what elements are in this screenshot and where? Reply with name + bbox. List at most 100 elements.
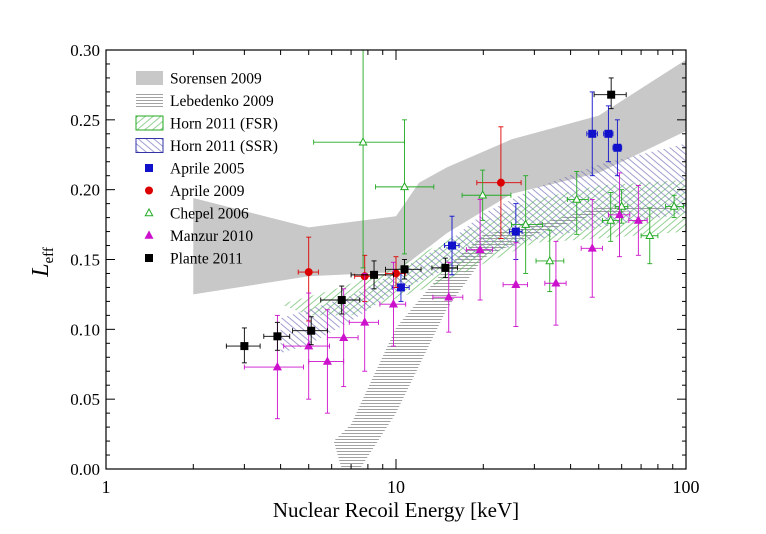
legend-entry-sorensen-2009: Sorensen 2009 — [136, 71, 262, 88]
data-point — [476, 126, 522, 240]
legend-swatch — [135, 138, 164, 153]
legend-marker — [145, 186, 153, 195]
data-point — [292, 316, 328, 346]
legend-entry-manzur-2010: Manzur 2010 — [144, 228, 253, 245]
marker-plante-2011 — [370, 270, 379, 279]
data-point — [628, 185, 648, 256]
data-point — [263, 321, 291, 351]
marker-chepel-2006 — [400, 181, 410, 191]
y-axis-label-main: L — [28, 264, 54, 278]
legend-label: Aprile 2009 — [170, 183, 245, 200]
bands-layer — [193, 59, 686, 469]
legend-swatch — [136, 93, 163, 108]
data-point — [320, 285, 361, 315]
marker-manzur-2010 — [304, 341, 314, 350]
series-manzur-2010 — [243, 172, 648, 420]
legend-entry-plante-2011: Plante 2011 — [145, 251, 243, 268]
legend-entry-aprile-2009: Aprile 2009 — [145, 183, 245, 200]
marker-plante-2011 — [240, 342, 249, 351]
marker-manzur-2010 — [339, 332, 349, 342]
marker-manzur-2010 — [360, 317, 370, 326]
legend-label: Lebedenko 2009 — [170, 93, 274, 110]
marker-plante-2011 — [307, 326, 316, 335]
legend-entry-horn-2011-fsr: Horn 2011 (FSR) — [135, 115, 278, 133]
marker-aprile-2009 — [496, 178, 505, 187]
marker-aprile-2005 — [588, 129, 597, 138]
data-point — [461, 169, 512, 221]
data-point — [432, 261, 464, 333]
legend-marker — [144, 207, 154, 217]
marker-chepel-2006 — [669, 201, 679, 210]
data-point — [502, 242, 528, 327]
data-point — [375, 119, 435, 255]
data-point — [640, 207, 659, 265]
data-point — [466, 198, 493, 301]
data-point — [313, 50, 405, 269]
data-point — [566, 171, 589, 235]
legend-label: Plante 2011 — [170, 251, 243, 268]
data-point — [444, 215, 460, 276]
data-point — [431, 257, 458, 279]
marker-manzur-2010 — [551, 278, 561, 287]
data-point — [535, 229, 565, 293]
marker-plante-2011 — [441, 263, 450, 272]
marker-aprile-2005 — [511, 227, 520, 236]
y-tick-label: 0.15 — [70, 251, 100, 270]
data-point — [593, 77, 627, 110]
data-point — [510, 175, 543, 274]
legend-label: Chepel 2006 — [170, 206, 249, 223]
ticks-layer: 0.00 0.05 0.10 0.15 0.20 0.25 0.30 1 10 100 — [70, 41, 699, 497]
marker-manzur-2010 — [615, 209, 625, 219]
data-point — [607, 172, 631, 258]
legend-entry-lebedenko-2009: Lebedenko 2009 — [136, 93, 274, 110]
x-axis-label: Nuclear Recoil Energy [keV] — [273, 498, 519, 522]
y-tick-label: 0.30 — [70, 41, 100, 60]
legend-entry-horn-2011-ssr: Horn 2011 (SSR) — [135, 138, 278, 155]
marker-manzur-2010 — [633, 215, 643, 224]
marker-chepel-2006 — [606, 215, 616, 224]
marker-manzur-2010 — [388, 299, 398, 308]
svg-text:Leff: Leff — [28, 247, 57, 278]
y-tick-label: 0.20 — [70, 181, 100, 200]
data-point — [225, 327, 261, 364]
band-sorensen-2009 — [193, 59, 686, 295]
data-point — [601, 192, 620, 242]
legend-swatch — [136, 71, 163, 85]
marker-manzur-2010 — [587, 243, 597, 252]
y-axis-label: Leff — [28, 247, 57, 278]
marker-manzur-2010 — [444, 292, 454, 301]
marker-manzur-2010 — [322, 356, 332, 365]
legend-label: Horn 2011 (SSR) — [170, 138, 278, 155]
legend: Sorensen 2009 Lebedenko 2009 Horn 2011 (FS… — [135, 71, 278, 268]
data-point — [350, 260, 394, 290]
legend-entry-chepel-2006: Chepel 2006 — [144, 206, 249, 223]
marker-chepel-2006 — [521, 219, 531, 228]
data-point — [348, 273, 379, 372]
series-plante-2011 — [225, 77, 627, 364]
legend-label: Sorensen 2009 — [170, 71, 262, 88]
marker-aprile-2009 — [304, 268, 313, 277]
band-horn-2011-ssr — [280, 143, 686, 354]
points-layer — [225, 50, 684, 420]
data-point — [665, 194, 684, 219]
series-aprile-2005 — [391, 91, 623, 302]
data-point — [612, 119, 623, 177]
legend-marker — [144, 230, 154, 239]
marker-chepel-2006 — [478, 190, 488, 199]
band-lebedenko-2009 — [333, 207, 686, 469]
marker-aprile-2005 — [604, 129, 613, 138]
x-tick-label: 100 — [673, 477, 700, 497]
marker-manzur-2010 — [272, 361, 282, 371]
x-tick-label: 1 — [102, 477, 111, 497]
legend-label: Aprile 2005 — [170, 161, 245, 178]
legend-entry-aprile-2005: Aprile 2005 — [145, 161, 245, 178]
marker-manzur-2010 — [475, 244, 485, 254]
data-point — [603, 105, 614, 163]
y-tick-label: 0.10 — [70, 320, 100, 339]
x-tick-label: 10 — [387, 477, 405, 497]
data-point — [308, 309, 345, 414]
data-point — [586, 91, 598, 177]
legend-marker — [145, 164, 153, 172]
y-tick-label: 0.25 — [70, 111, 100, 130]
